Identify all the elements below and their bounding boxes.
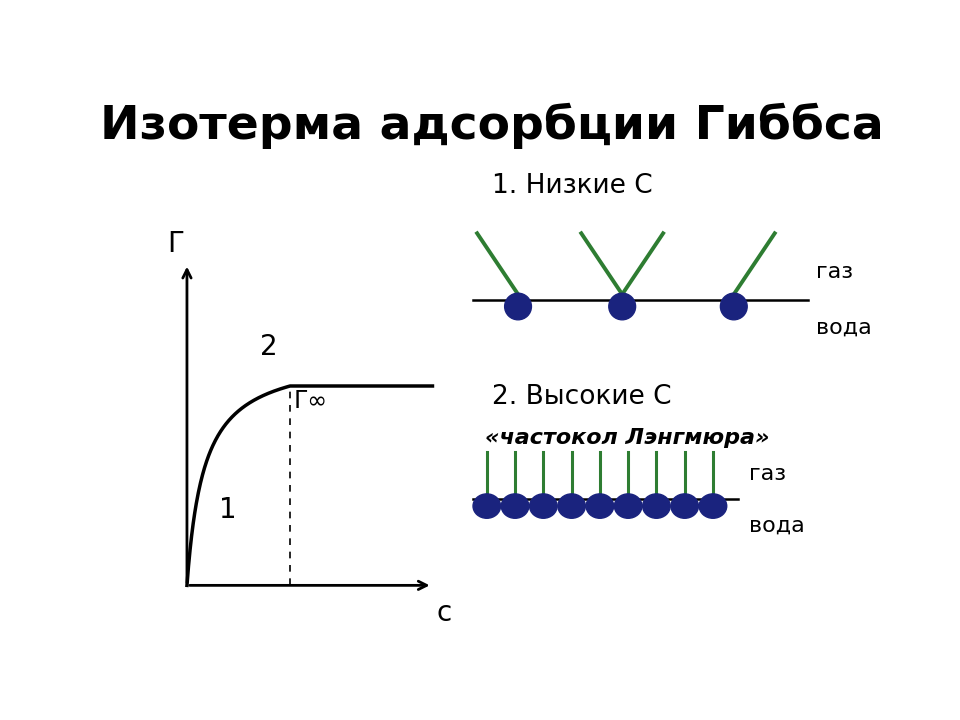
Ellipse shape — [530, 494, 557, 518]
Ellipse shape — [720, 293, 747, 320]
Text: 1. Низкие С: 1. Низкие С — [492, 174, 653, 199]
Text: 1: 1 — [219, 495, 237, 523]
Text: с: с — [436, 599, 451, 627]
Text: вода: вода — [749, 516, 804, 536]
Text: Г: Г — [167, 230, 184, 258]
Ellipse shape — [587, 494, 613, 518]
Ellipse shape — [505, 293, 532, 320]
Text: 2: 2 — [260, 333, 278, 361]
Text: Г∞: Г∞ — [294, 389, 327, 413]
Text: Изотерма адсорбции Гиббса: Изотерма адсорбции Гиббса — [100, 103, 884, 149]
Text: «частокол Лэнгмюра»: «частокол Лэнгмюра» — [485, 428, 769, 449]
Ellipse shape — [609, 293, 636, 320]
Ellipse shape — [558, 494, 586, 518]
Text: вода: вода — [816, 318, 872, 338]
Ellipse shape — [642, 494, 670, 518]
Text: 2. Высокие С: 2. Высокие С — [492, 384, 671, 410]
Ellipse shape — [614, 494, 642, 518]
Ellipse shape — [699, 494, 727, 518]
Text: газ: газ — [816, 262, 852, 282]
Ellipse shape — [473, 494, 500, 518]
Ellipse shape — [501, 494, 529, 518]
Ellipse shape — [671, 494, 699, 518]
Text: газ: газ — [749, 464, 786, 485]
